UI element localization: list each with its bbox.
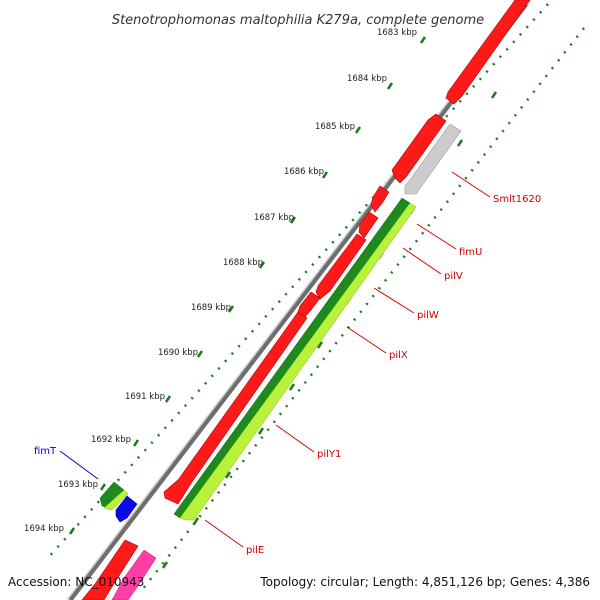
outer-major-ticks: [68, 36, 427, 535]
gene-label-pilW: pilW: [417, 310, 439, 321]
tick-label-1684: 1684 kbp: [347, 74, 387, 84]
tick-label-1687: 1687 kbp: [254, 213, 294, 223]
inner-major-ticks: [161, 91, 498, 569]
accession-text: Accession: NC_010943: [8, 575, 144, 589]
cds-gene-pilW: [315, 233, 367, 300]
fimT-leader: [59, 450, 99, 480]
tick-label-1686: 1686 kbp: [284, 167, 324, 177]
gene-label-fimT: fimT: [34, 446, 57, 457]
feature-operon-dark: [173, 197, 411, 519]
cds-gene-bottom: [81, 539, 139, 600]
tick-label-1685: 1685 kbp: [315, 122, 355, 132]
tick-label-1692: 1692 kbp: [91, 435, 131, 445]
tick-label-1694: 1694 kbp: [24, 524, 64, 534]
genome-title: Stenotrophomonas maltophilia K279a, comp…: [112, 13, 484, 28]
genome-summary-text: Topology: circular; Length: 4,851,126 bp…: [259, 575, 590, 589]
cds-gene-pilV: [358, 211, 379, 239]
cds-gene-smlt-prev: [391, 113, 447, 184]
blue-feature: [115, 495, 138, 523]
cds-gene-pilY1: [163, 311, 308, 505]
gene-label-leaders: [204, 171, 491, 548]
tick-label-1689: 1689 kbp: [191, 303, 231, 313]
genome-backbone-highlight: [66, 3, 524, 600]
gene-label-smlt1620: Smlt1620: [493, 194, 541, 205]
gene-label-pilX: pilX: [389, 350, 408, 361]
tick-labels: 1683 kbp 1684 kbp 1685 kbp 1686 kbp 1687…: [24, 28, 417, 534]
cds-gene-fimU: [370, 185, 390, 213]
cds-gene-smlt1620: [404, 123, 462, 195]
tick-label-1690: 1690 kbp: [158, 348, 198, 358]
cds-gene-top: [445, 0, 531, 105]
tick-label-1683: 1683 kbp: [377, 28, 417, 38]
gene-label-pilV: pilV: [444, 271, 463, 282]
outer-tick-ring: [45, 3, 549, 561]
fimT-feature: [99, 481, 129, 511]
forward-cds-track: [81, 0, 531, 600]
gene-label-pilY1: pilY1: [317, 449, 341, 460]
magenta-feature: [111, 549, 157, 600]
gene-labels: Smlt1620 fimU pilV pilW pilX pilY1 pilE …: [34, 194, 541, 556]
gene-label-fimU: fimU: [459, 247, 482, 258]
feature-operon-light: [179, 202, 417, 521]
tick-label-1688: 1688 kbp: [223, 258, 263, 268]
gene-label-pilE: pilE: [246, 545, 264, 556]
tick-label-1693: 1693 kbp: [58, 480, 98, 490]
genome-backbone: [68, 2, 528, 600]
tick-label-1691: 1691 kbp: [125, 392, 165, 402]
